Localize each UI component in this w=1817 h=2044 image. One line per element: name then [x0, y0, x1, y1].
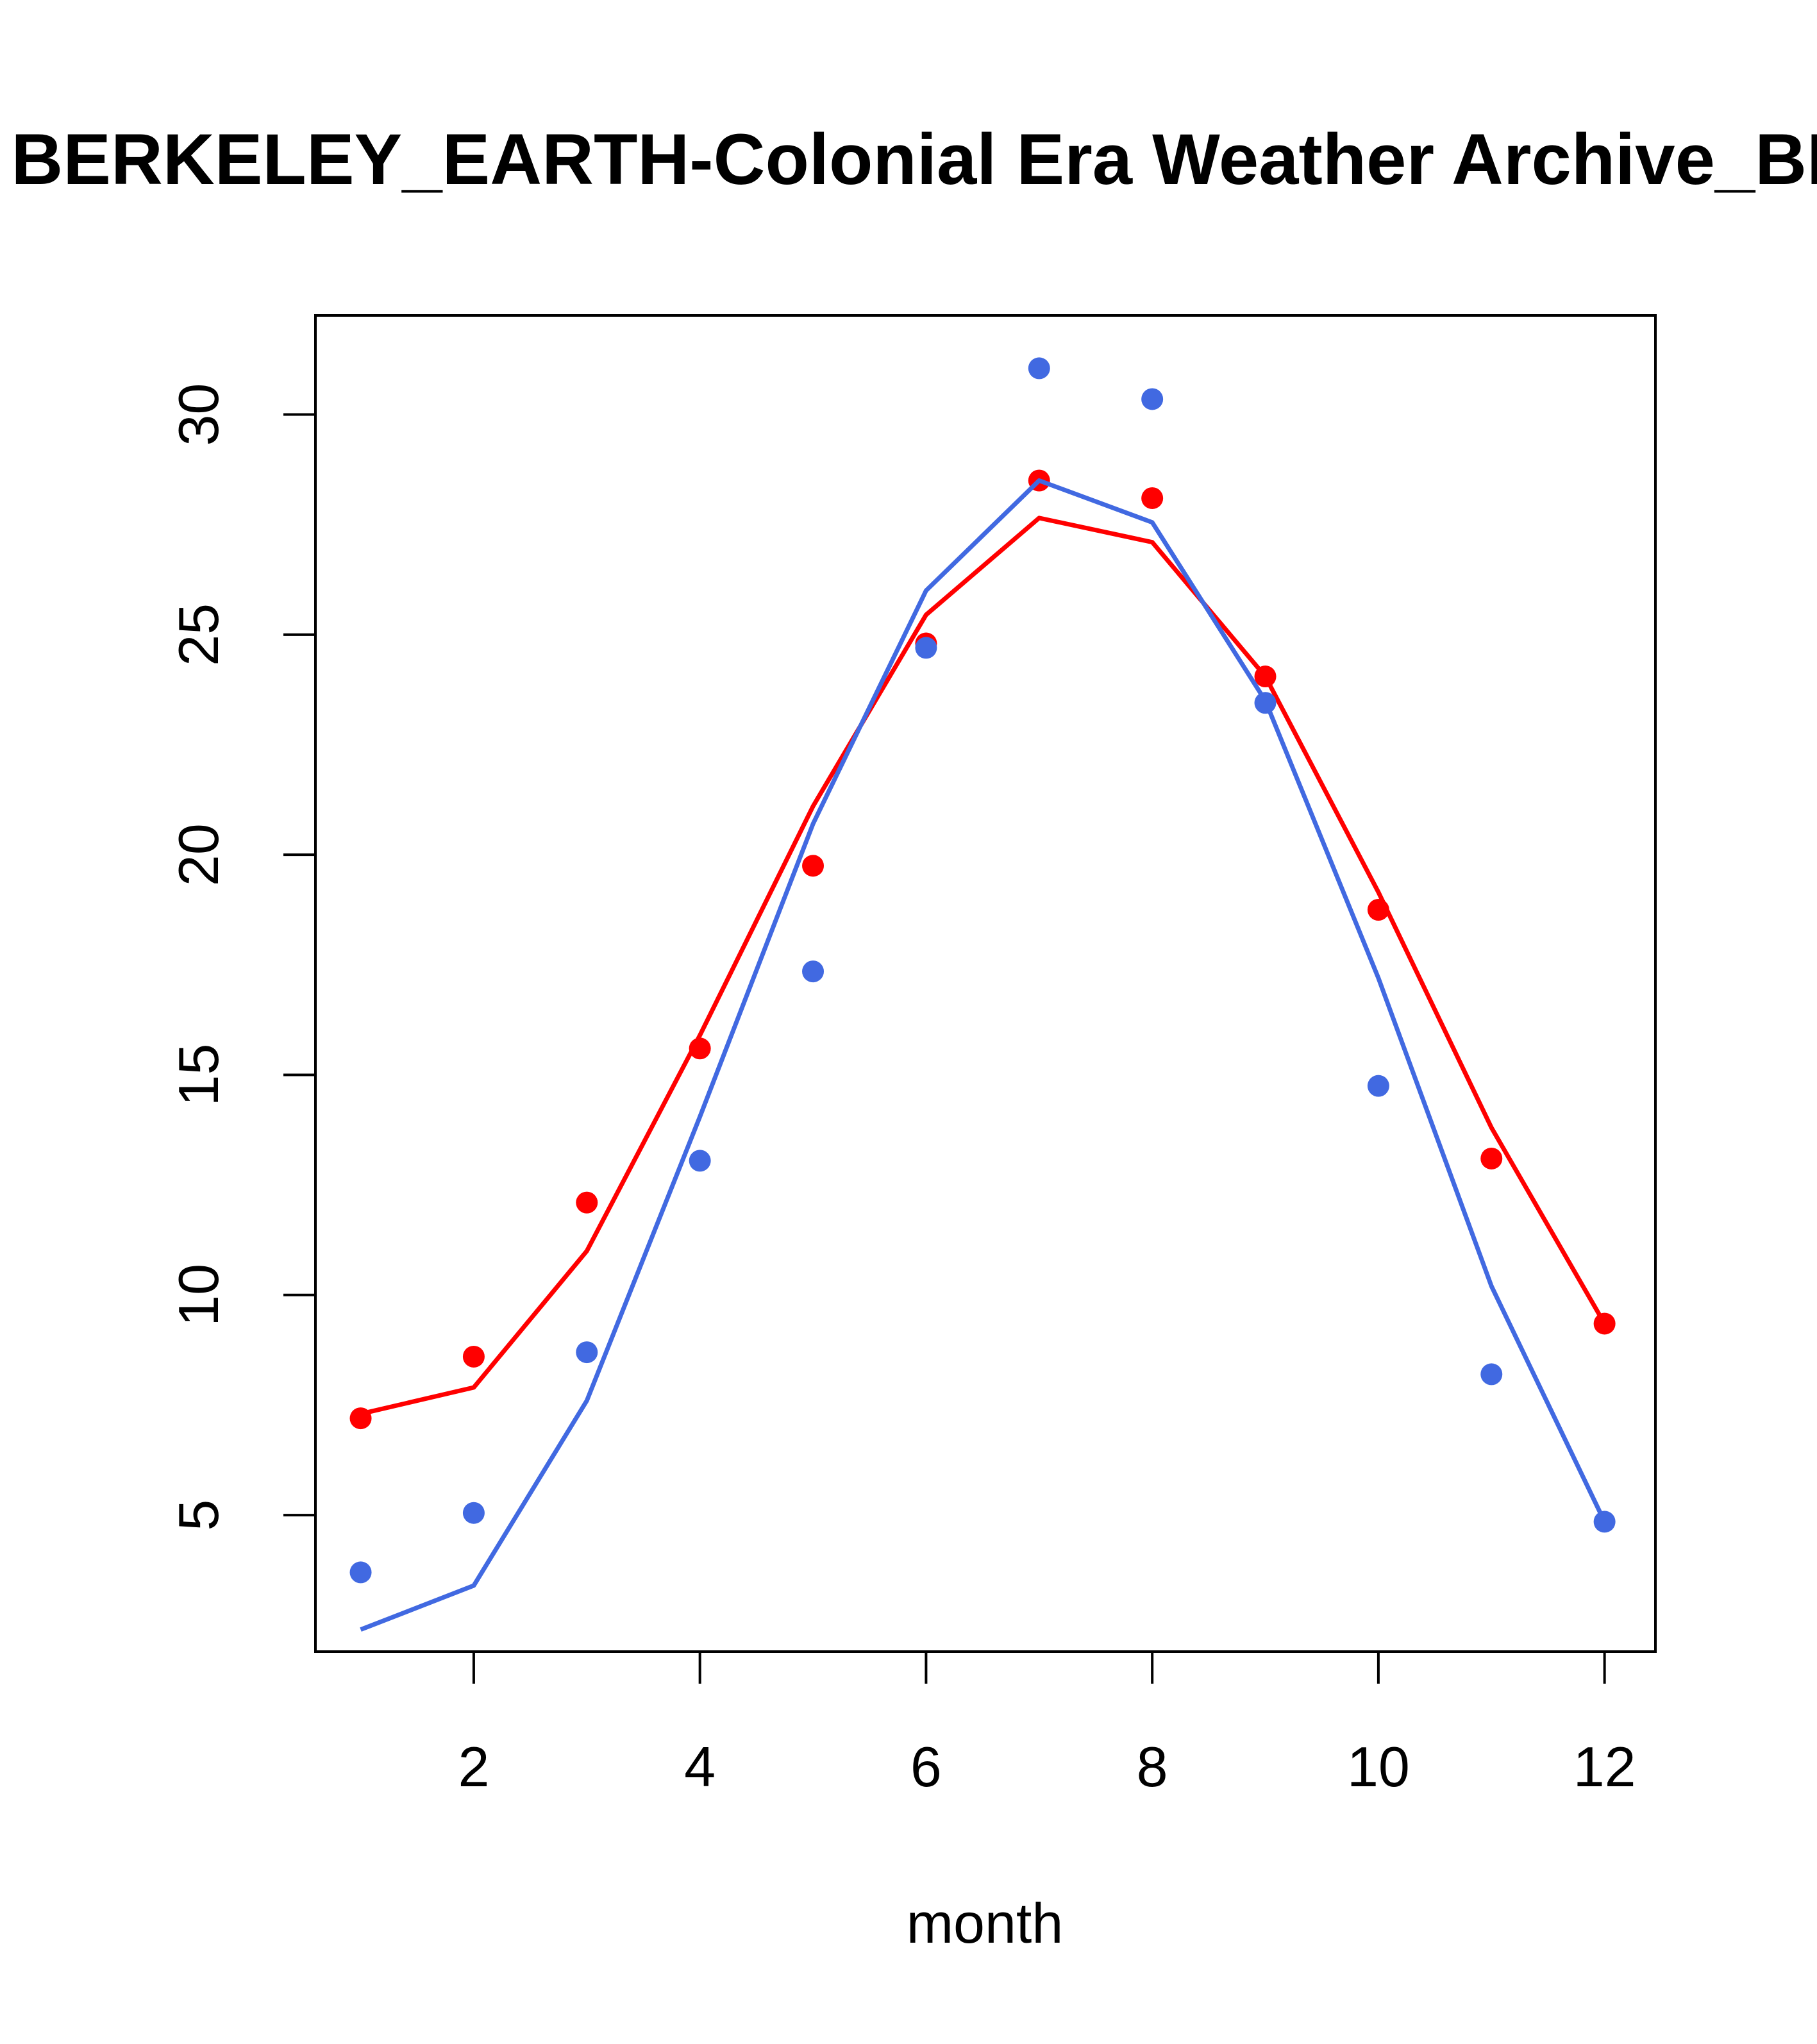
- x-tick-label: 2: [458, 1735, 489, 1798]
- series-1-point: [1254, 666, 1277, 688]
- series-2-point: [915, 637, 937, 659]
- series-layer: [349, 357, 1616, 1632]
- series-1-point: [1480, 1147, 1503, 1169]
- series-2-point: [1367, 1075, 1389, 1097]
- series-2-point: [689, 1150, 711, 1172]
- x-axis: 2 4 6 8 10 12: [458, 1650, 1636, 1798]
- x-tick-label: 10: [1347, 1735, 1410, 1798]
- series-2-point: [1480, 1363, 1503, 1386]
- chart-title: BERKELEY_EARTH-Colonial Era Weather Arch…: [11, 119, 1817, 199]
- series-1: [349, 469, 1616, 1430]
- y-tick-label: 20: [167, 823, 230, 886]
- y-tick-label: 25: [167, 603, 230, 666]
- y-axis: 5 10 15 20 25 30: [167, 383, 317, 1531]
- x-tick-label: 12: [1573, 1735, 1636, 1798]
- y-tick-label: 15: [167, 1044, 230, 1107]
- chart-title-group: BERKELEY_EARTH-Colonial Era Weather Arch…: [11, 119, 1817, 199]
- series-2-point: [802, 960, 825, 983]
- plot-frame: [314, 314, 1657, 1653]
- series-1-line: [360, 515, 1607, 1416]
- x-axis-label: month: [907, 1891, 1064, 1955]
- y-tick-label: 5: [167, 1500, 230, 1531]
- series-1-point: [576, 1191, 598, 1214]
- series-1-point: [1593, 1312, 1616, 1335]
- series-1-point: [462, 1345, 485, 1368]
- series-1-point: [689, 1037, 711, 1060]
- series-2-point: [1593, 1511, 1616, 1533]
- y-tick-label: 30: [167, 383, 230, 446]
- series-2: [349, 357, 1616, 1632]
- series-2-point: [1028, 357, 1050, 380]
- x-tick-label: 4: [684, 1735, 716, 1798]
- x-tick-label: 8: [1137, 1735, 1168, 1798]
- series-2-point: [462, 1502, 485, 1524]
- series-1-point: [1141, 487, 1164, 509]
- series-2-point: [576, 1341, 598, 1364]
- series-2-line: [360, 478, 1607, 1632]
- series-1-point: [802, 855, 825, 877]
- series-1-point: [349, 1407, 372, 1430]
- y-tick-label: 10: [167, 1264, 230, 1327]
- series-1-point: [1367, 898, 1389, 921]
- x-tick-label: 6: [910, 1735, 942, 1798]
- series-2-point: [1141, 388, 1164, 410]
- series-2-point: [349, 1561, 372, 1584]
- series-2-point: [1254, 692, 1277, 714]
